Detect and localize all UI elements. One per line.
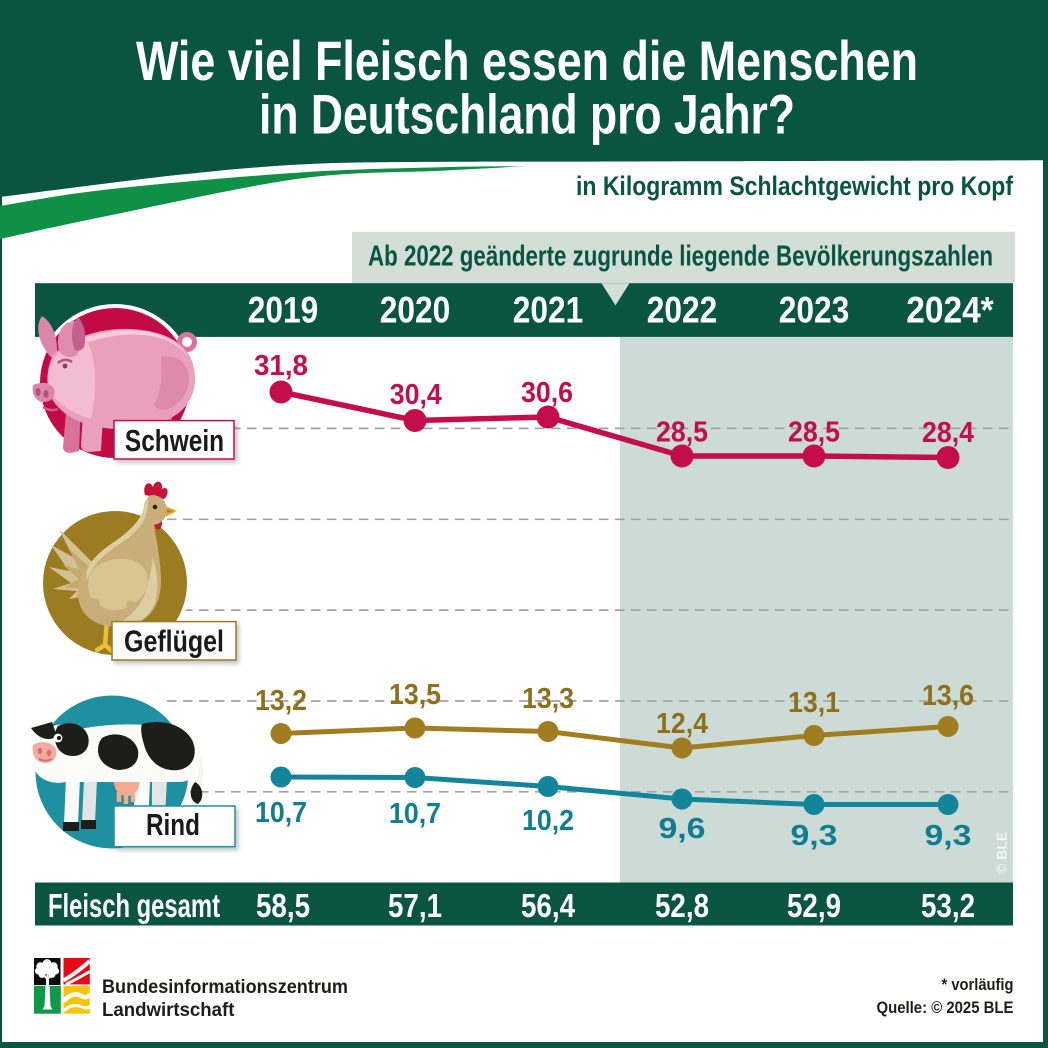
svg-text:57,1: 57,1 [388,887,442,924]
svg-text:53,2: 53,2 [921,887,975,924]
svg-text:2019: 2019 [248,289,319,330]
svg-text:* vorläufig: * vorläufig [942,975,1014,994]
svg-text:13,2: 13,2 [255,685,307,717]
svg-text:Quelle: © 2025 BLE: Quelle: © 2025 BLE [877,998,1014,1017]
svg-text:2024*: 2024* [906,289,994,330]
svg-text:13,3: 13,3 [522,683,574,715]
svg-text:30,6: 30,6 [521,377,573,409]
svg-text:56,4: 56,4 [521,887,576,924]
svg-text:52,8: 52,8 [655,887,709,924]
svg-text:Landwirtschaft: Landwirtschaft [102,1000,235,1021]
svg-text:13,1: 13,1 [788,687,840,719]
svg-text:in Deutschland pro Jahr?: in Deutschland pro Jahr? [259,82,795,145]
svg-text:9,6: 9,6 [659,813,706,845]
svg-text:Geflügel: Geflügel [124,625,224,659]
svg-text:31,8: 31,8 [254,350,308,382]
svg-text:10,7: 10,7 [389,798,441,830]
svg-text:10,7: 10,7 [255,797,307,829]
svg-text:2020: 2020 [380,289,451,330]
svg-text:9,3: 9,3 [791,820,838,852]
svg-text:Ab 2022 geänderte zugrunde lie: Ab 2022 geänderte zugrunde liegende Bevö… [368,240,993,272]
svg-text:2021: 2021 [513,289,584,330]
svg-text:Rind: Rind [146,808,200,842]
svg-text:13,6: 13,6 [922,680,974,712]
svg-text:58,5: 58,5 [256,887,310,924]
svg-text:© BLE: © BLE [994,832,1010,874]
svg-text:Fleisch gesamt: Fleisch gesamt [48,887,220,924]
svg-text:in Kilogramm Schlachtgewicht p: in Kilogramm Schlachtgewicht pro Kopf [576,171,1014,201]
svg-text:9,3: 9,3 [925,820,972,852]
svg-text:28,4: 28,4 [922,417,974,449]
svg-text:13,5: 13,5 [389,679,441,711]
svg-text:28,5: 28,5 [788,417,840,449]
svg-text:Bundesinformationszentrum: Bundesinformationszentrum [102,977,348,998]
svg-text:30,4: 30,4 [390,379,442,411]
svg-text:10,2: 10,2 [522,805,574,837]
svg-text:52,9: 52,9 [787,887,841,924]
svg-text:12,4: 12,4 [656,708,708,740]
svg-text:Wie viel Fleisch essen die Men: Wie viel Fleisch essen die Menschen [136,29,918,92]
svg-text:28,5: 28,5 [656,417,708,449]
svg-text:Schwein: Schwein [125,424,224,458]
svg-text:2023: 2023 [779,289,850,330]
svg-text:2022: 2022 [647,289,718,330]
